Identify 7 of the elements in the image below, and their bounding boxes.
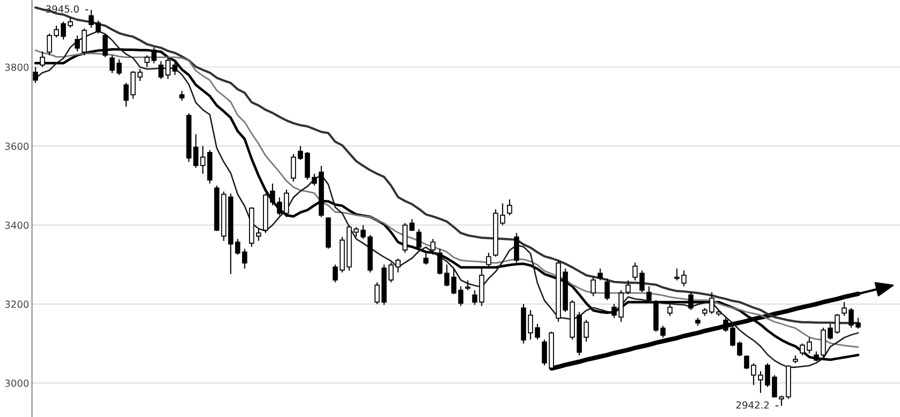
y-tick-label: 3200 <box>5 300 29 308</box>
y-tick-label: 3800 <box>5 64 29 71</box>
y-tick-label: 3400 <box>5 222 29 229</box>
y-tick-label: 3600 <box>5 142 29 150</box>
y-tick-label: 3000 <box>5 380 29 387</box>
annotation: 3945.0 <box>46 5 79 13</box>
annotation: 2942.2 <box>736 401 769 409</box>
